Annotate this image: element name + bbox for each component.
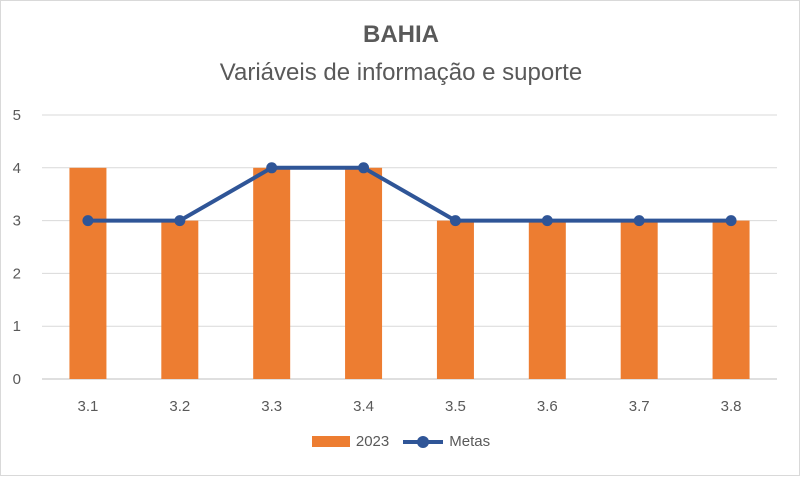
bar-3-6 — [528, 220, 566, 379]
x-tick-label-3-7: 3.7 — [629, 398, 650, 415]
bar-3-2 — [161, 220, 199, 379]
bar-3-4 — [345, 167, 383, 379]
bar-3-8 — [712, 220, 750, 379]
legend-item-line-series: Metas — [403, 433, 490, 450]
line-point-3-5 — [449, 215, 461, 227]
x-tick-label-3-1: 3.1 — [78, 398, 99, 415]
line-point-3-6 — [541, 215, 553, 227]
bar-3-7 — [620, 220, 658, 379]
chart-title: BAHIA — [363, 21, 439, 48]
legend-swatch-line — [403, 435, 444, 448]
legend-swatch-bar — [311, 436, 350, 447]
y-tick-label-5: 5 — [13, 107, 21, 124]
y-tick-label-1: 1 — [13, 318, 21, 335]
bar-3-1 — [69, 167, 107, 379]
y-tick-label-2: 2 — [13, 265, 21, 282]
x-tick-label-3-6: 3.6 — [537, 398, 558, 415]
legend-label-bar-series: 2023 — [355, 433, 390, 450]
chart-legend: 2023 Metas — [1, 433, 800, 450]
y-tick-label-0: 0 — [13, 371, 21, 388]
line-point-3-7 — [633, 215, 645, 227]
bar-3-3 — [253, 167, 291, 379]
x-tick-label-3-4: 3.4 — [353, 398, 374, 415]
line-point-3-1 — [82, 215, 94, 227]
line-point-3-8 — [725, 215, 737, 227]
line-point-3-2 — [174, 215, 186, 227]
x-tick-label-3-5: 3.5 — [445, 398, 466, 415]
legend-item-bar-series: 2023 — [311, 433, 390, 450]
x-tick-label-3-3: 3.3 — [261, 398, 282, 415]
bar-3-5 — [436, 220, 474, 379]
x-tick-label-3-8: 3.8 — [721, 398, 742, 415]
line-point-3-4 — [358, 162, 370, 174]
x-tick-label-3-2: 3.2 — [169, 398, 190, 415]
line-series-metas — [87, 165, 732, 223]
y-tick-label-3: 3 — [13, 213, 21, 230]
chart-subtitle: Variáveis de informação e suporte — [219, 59, 583, 86]
legend-label-line-series: Metas — [449, 433, 491, 450]
line-point-3-3 — [266, 162, 278, 174]
y-tick-label-4: 4 — [13, 160, 21, 177]
